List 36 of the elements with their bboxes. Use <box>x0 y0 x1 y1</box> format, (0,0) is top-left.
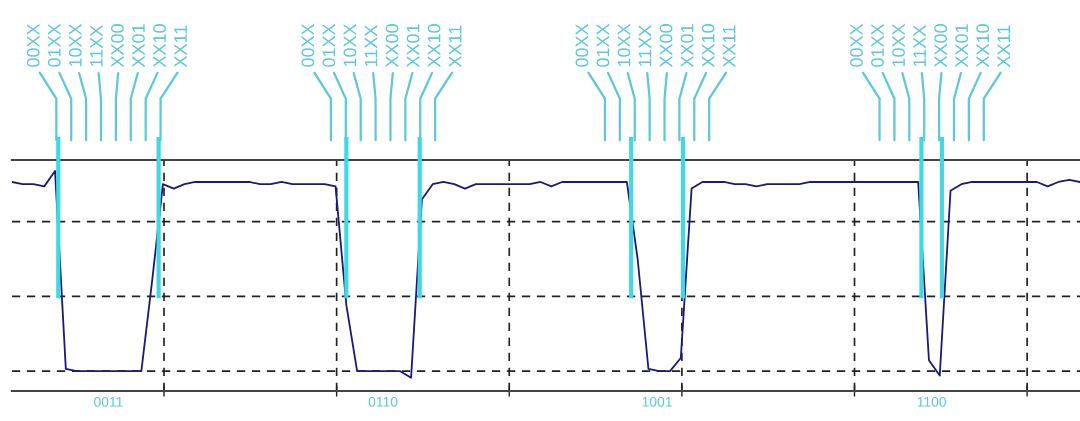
text: XX00 <box>659 24 673 68</box>
text: XX01 <box>680 24 694 68</box>
text: XX01 <box>406 24 420 68</box>
text: 0110 <box>368 396 398 407</box>
text: 01XX <box>871 23 884 67</box>
text: 01XX <box>47 23 61 67</box>
text: 11XX <box>364 25 378 67</box>
text: XX10 <box>153 24 166 68</box>
text: XX11 <box>174 25 187 68</box>
text: XX00 <box>934 24 948 68</box>
text: 11XX <box>638 25 652 67</box>
text: XX00 <box>111 24 124 68</box>
text: 00XX <box>850 23 863 67</box>
text: XX00 <box>385 24 399 68</box>
text: 01XX <box>322 23 336 67</box>
text: XX11 <box>997 25 1010 68</box>
text: 10XX <box>617 23 631 67</box>
text: XX10 <box>427 24 441 68</box>
text: 00XX <box>301 23 315 67</box>
text: 1100 <box>917 396 947 407</box>
text: 1001 <box>642 396 672 407</box>
text: 11XX <box>913 25 926 67</box>
text: XX01 <box>132 24 145 68</box>
text: XX10 <box>976 24 990 68</box>
text: XX01 <box>955 24 969 68</box>
text: XX11 <box>448 25 462 68</box>
text: 10XX <box>68 23 82 67</box>
text: 11XX <box>90 25 103 67</box>
text: XX11 <box>722 25 736 68</box>
text: 01XX <box>596 23 610 67</box>
text: 00XX <box>26 23 40 67</box>
text: 0011 <box>94 396 123 407</box>
text: XX10 <box>701 24 715 68</box>
text: 00XX <box>575 23 589 67</box>
text: 10XX <box>343 23 357 67</box>
text: 10XX <box>892 23 905 67</box>
